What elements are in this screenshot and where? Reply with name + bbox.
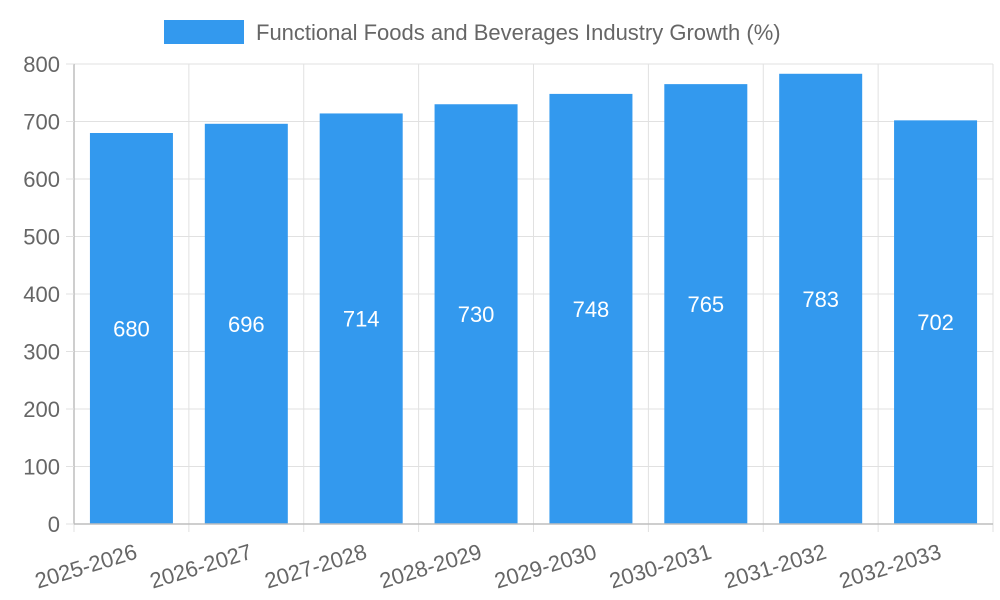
x-tick-label: 2032-2033	[836, 539, 944, 594]
y-tick-label: 700	[23, 110, 60, 135]
bar-2026-2027[interactable]	[204, 123, 288, 525]
y-tick-label: 300	[23, 340, 60, 365]
y-tick-label: 600	[23, 167, 60, 192]
data-label: 748	[573, 297, 610, 322]
x-tick-label: 2027-2028	[262, 539, 370, 594]
legend-label: Functional Foods and Beverages Industry …	[256, 20, 781, 45]
bar-2025-2026[interactable]	[89, 133, 173, 524]
data-label: 730	[458, 302, 495, 327]
x-tick-label: 2029-2030	[491, 539, 599, 594]
bars	[89, 73, 978, 525]
x-tick-label: 2031-2032	[721, 539, 829, 594]
x-tick-label: 2030-2031	[606, 539, 714, 594]
bar-2029-2030[interactable]	[549, 93, 633, 525]
y-tick-label: 800	[23, 52, 60, 77]
legend[interactable]: Functional Foods and Beverages Industry …	[164, 20, 781, 45]
data-labels: 680 696 714 730 748 765 783 702	[113, 287, 954, 342]
x-tick-label: 2028-2029	[377, 539, 485, 594]
y-tick-label: 500	[23, 225, 60, 250]
bar-2031-2032[interactable]	[779, 73, 863, 525]
y-tick-label: 200	[23, 397, 60, 422]
data-label: 714	[343, 307, 380, 332]
bar-2030-2031[interactable]	[664, 84, 748, 524]
data-label: 680	[113, 317, 150, 342]
data-label: 783	[802, 287, 839, 312]
bar-2027-2028[interactable]	[319, 113, 403, 524]
x-tick-label: 2025-2026	[32, 539, 140, 594]
data-label: 765	[687, 292, 724, 317]
data-label: 702	[917, 310, 954, 335]
bar-2032-2033[interactable]	[894, 120, 978, 524]
y-tick-label: 400	[23, 282, 60, 307]
x-tick-label: 2026-2027	[147, 539, 255, 594]
y-tick-label: 100	[23, 455, 60, 480]
y-axis-ticks: 0 100 200 300 400 500 600 700 800	[23, 52, 74, 537]
data-label: 696	[228, 312, 265, 337]
y-tick-label: 0	[48, 512, 60, 537]
x-axis-ticks: 2025-2026 2026-2027 2027-2028 2028-2029 2029…	[32, 539, 944, 594]
legend-swatch	[164, 20, 244, 44]
bar-2028-2029[interactable]	[434, 104, 518, 524]
